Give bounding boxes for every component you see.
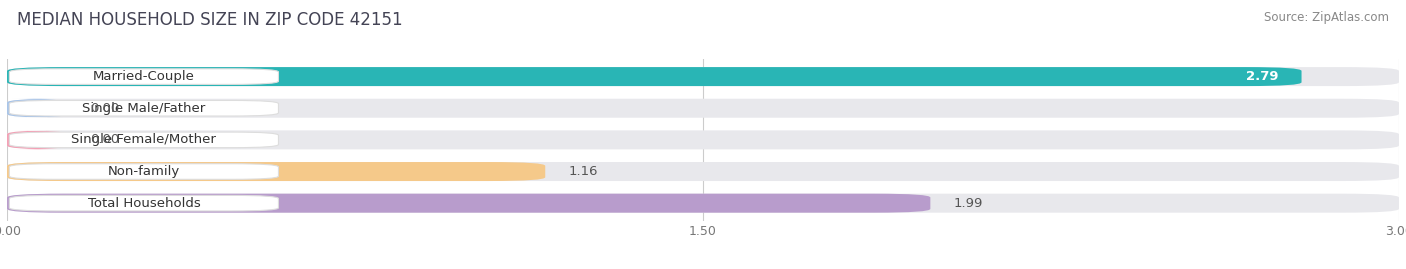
FancyBboxPatch shape bbox=[7, 130, 67, 149]
FancyBboxPatch shape bbox=[7, 194, 931, 213]
FancyBboxPatch shape bbox=[7, 99, 1399, 118]
FancyBboxPatch shape bbox=[10, 69, 278, 84]
FancyBboxPatch shape bbox=[7, 194, 1399, 213]
FancyBboxPatch shape bbox=[7, 130, 1399, 149]
FancyBboxPatch shape bbox=[7, 162, 1399, 181]
Text: 0.00: 0.00 bbox=[90, 133, 120, 146]
FancyBboxPatch shape bbox=[7, 162, 546, 181]
Text: Married-Couple: Married-Couple bbox=[93, 70, 195, 83]
FancyBboxPatch shape bbox=[10, 100, 278, 116]
Text: 0.00: 0.00 bbox=[90, 102, 120, 115]
Text: Single Male/Father: Single Male/Father bbox=[83, 102, 205, 115]
Text: 1.99: 1.99 bbox=[953, 197, 983, 210]
Text: 1.16: 1.16 bbox=[568, 165, 598, 178]
Text: Source: ZipAtlas.com: Source: ZipAtlas.com bbox=[1264, 11, 1389, 24]
FancyBboxPatch shape bbox=[7, 67, 1302, 86]
FancyBboxPatch shape bbox=[10, 164, 278, 179]
Text: Non-family: Non-family bbox=[108, 165, 180, 178]
FancyBboxPatch shape bbox=[10, 195, 278, 211]
FancyBboxPatch shape bbox=[10, 132, 278, 148]
FancyBboxPatch shape bbox=[7, 99, 67, 118]
Text: 2.79: 2.79 bbox=[1246, 70, 1278, 83]
Text: Single Female/Mother: Single Female/Mother bbox=[72, 133, 217, 146]
FancyBboxPatch shape bbox=[7, 67, 1399, 86]
Text: Total Households: Total Households bbox=[87, 197, 200, 210]
Text: MEDIAN HOUSEHOLD SIZE IN ZIP CODE 42151: MEDIAN HOUSEHOLD SIZE IN ZIP CODE 42151 bbox=[17, 11, 402, 29]
